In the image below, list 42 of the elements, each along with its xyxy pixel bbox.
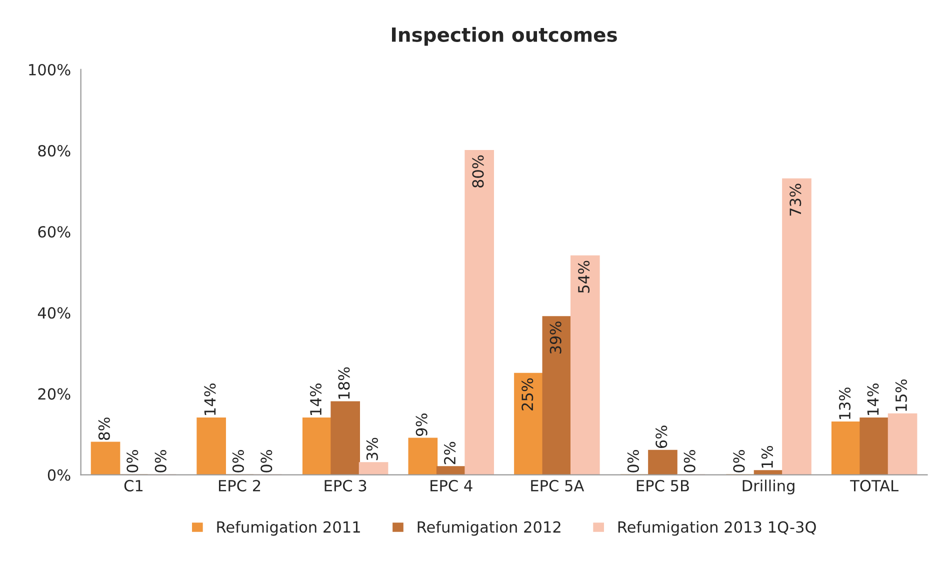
data-label: 54% [578,260,590,293]
x-tick-label: EPC 3 [324,480,366,492]
y-tick-label: 100% [29,64,70,76]
x-tick-label: EPC 4 [430,480,472,492]
data-label: 3% [366,438,378,460]
data-label: 80% [472,155,484,188]
y-tick-label: 0% [48,469,70,481]
x-tick-label: TOTAL [850,480,898,492]
data-label: 0% [232,450,244,472]
chart-title: Inspection outcomes [392,26,617,46]
data-label: 25% [522,378,534,410]
data-label: 0% [126,450,138,472]
y-tick-label: 40% [38,307,70,319]
data-label: 0% [154,450,166,472]
x-tick-label: EPC 5A [531,480,584,492]
data-label: 0% [260,450,272,472]
legend-label: Refumigation 2012 [418,520,560,536]
data-label: 39% [550,322,562,354]
data-label: 73% [790,184,802,216]
data-label: 2% [444,442,456,464]
y-tick-label: 60% [38,226,70,238]
legend-label: Refumigation 2013 1Q-3Q [618,520,816,536]
x-tick-label: C1 [124,480,143,492]
x-tick-label: EPC 5B [636,480,689,492]
data-label: 0% [684,450,696,472]
y-tick-label: 20% [38,388,70,400]
data-label: 6% [656,426,668,448]
data-label: 15% [895,379,907,411]
data-label: 1% [761,446,773,468]
data-label: 0% [627,450,639,472]
data-label: 0% [733,450,745,472]
data-label: 8% [98,418,110,440]
data-label: 13% [838,388,851,420]
x-tick-label: Drilling [742,480,794,494]
data-label: 18% [338,367,350,399]
legend-label: Refumigation 2011 [217,520,360,536]
data-label: 9% [416,414,428,436]
y-tick-label: 80% [38,145,70,157]
x-tick-label: EPC 2 [218,480,260,492]
data-label: 14% [867,384,879,415]
data-label: 14% [204,384,216,415]
data-label: 14% [310,384,322,415]
